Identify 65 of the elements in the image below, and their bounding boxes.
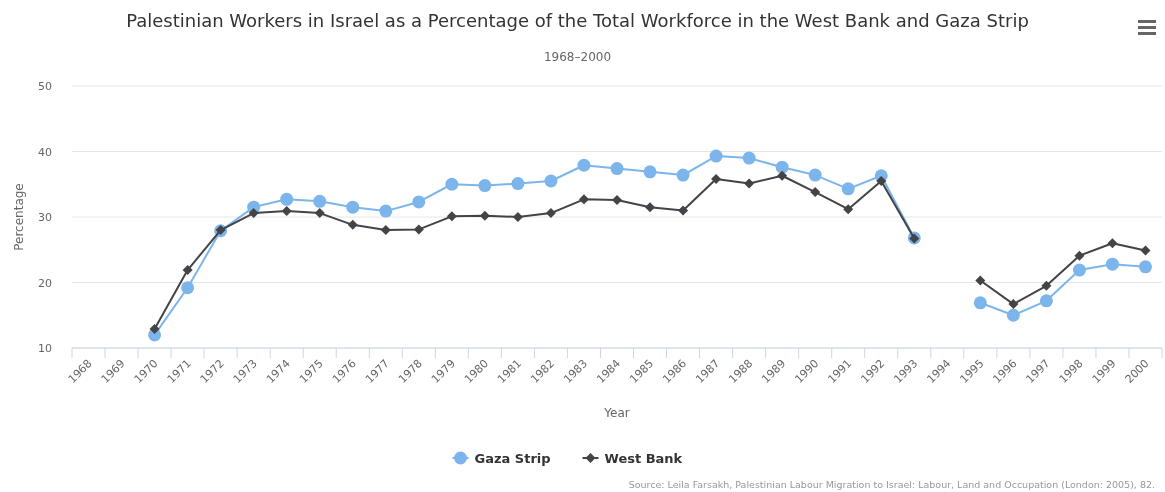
point [678,205,689,216]
point [1140,245,1151,256]
point [676,168,690,182]
y-tick-label: 50 [38,80,52,93]
point [545,208,556,219]
point [313,194,327,208]
point [1006,308,1020,322]
point [379,204,393,218]
point [775,160,789,174]
point [1074,250,1085,261]
point [808,168,822,182]
point [149,324,160,335]
y-tick-label: 20 [38,276,52,290]
point [744,178,755,189]
point [1138,260,1152,274]
point [478,179,492,193]
point [512,212,523,222]
point [1039,294,1053,308]
point [181,281,195,295]
point [281,206,292,217]
point [1008,299,1019,310]
point [346,200,360,214]
point [380,225,391,236]
source-note: Source: Leila Farsakh, Palestinian Labour Migration to Israel: Labour, Land and Occupation (London: 2005), 82. [628,479,1155,490]
point [248,208,259,219]
point [843,204,854,215]
point [412,195,426,209]
point [610,162,624,176]
point [711,174,722,185]
point [876,175,887,186]
point [810,187,821,198]
point [612,194,622,205]
legend-label: Gaza Strip [474,451,551,466]
y-tick-label: 40 [38,145,52,159]
chart-subtitle: 1968–2000 [543,50,612,64]
point [182,265,193,276]
point [742,151,756,165]
y-tick-label: 10 [38,342,52,355]
y-axis-title: Percentage [12,183,26,251]
y-tick-label: 30 [38,211,52,224]
legend-label: West Bank [604,451,683,466]
point [1041,280,1052,291]
point [1072,263,1086,277]
point [645,202,656,213]
point [314,208,325,219]
point [446,211,457,222]
point [479,210,490,221]
point [280,192,294,206]
point [445,177,459,191]
point [413,224,424,235]
chart-title: Palestinian Workers in Israel as a Percentage of the Total Workforce in the West Bank and Gaza Strip [126,10,1029,31]
point [975,275,986,286]
point [578,194,589,205]
point [577,158,591,172]
point [643,165,657,179]
x-axis-title: Year [603,406,630,420]
point [544,174,558,188]
point [1105,257,1119,271]
point [347,219,358,230]
point [709,149,723,163]
point [841,182,855,196]
point [511,177,525,191]
point [1107,238,1118,249]
point [973,296,987,310]
point [777,170,788,181]
